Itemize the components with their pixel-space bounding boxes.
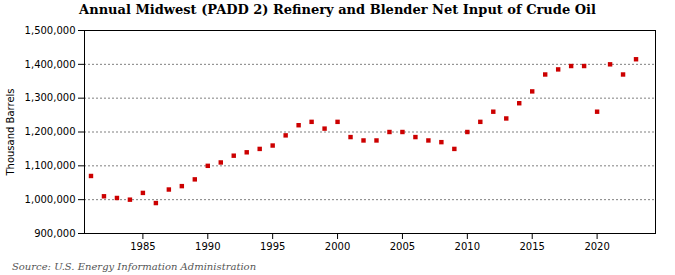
svg-text:1,200,000: 1,200,000 [25, 126, 76, 137]
svg-text:1,000,000: 1,000,000 [25, 194, 76, 205]
svg-text:1990: 1990 [195, 241, 220, 252]
svg-text:1985: 1985 [130, 241, 155, 252]
svg-text:Thousand Barrels: Thousand Barrels [5, 88, 16, 176]
svg-text:2005: 2005 [390, 241, 415, 252]
svg-text:1,500,000: 1,500,000 [25, 25, 76, 36]
svg-text:1,300,000: 1,300,000 [25, 92, 76, 103]
svg-text:2020: 2020 [584, 241, 609, 252]
svg-text:2015: 2015 [519, 241, 544, 252]
svg-text:900,000: 900,000 [34, 228, 75, 239]
html-text:Source: U.S. Energy Informatio: Source: U.S. Energy Information Administ… [12, 261, 257, 272]
svg-text:1,100,000: 1,100,000 [25, 160, 76, 171]
svg-text:2010: 2010 [455, 241, 480, 252]
svg-text:2000: 2000 [325, 241, 350, 252]
svg-text:1,400,000: 1,400,000 [25, 59, 76, 70]
html-text:Annual Midwest (PADD 2) Refine: Annual Midwest (PADD 2) Refinery and Ble… [79, 2, 596, 17]
svg-text:1995: 1995 [260, 241, 285, 252]
